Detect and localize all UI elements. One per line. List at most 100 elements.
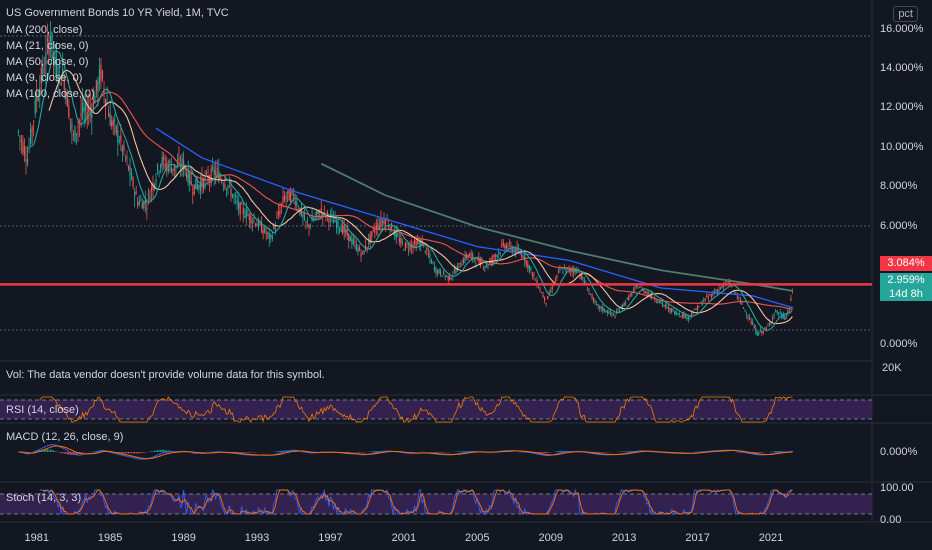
candle-body	[629, 294, 631, 296]
ma-legend-100[interactable]: MA (100, close, 0)	[6, 88, 95, 100]
candle-body	[253, 219, 255, 221]
stoch-label[interactable]: Stoch (14, 3, 3)	[6, 492, 82, 504]
candle-body	[357, 247, 359, 252]
candle-body	[501, 244, 503, 247]
candle-body	[166, 162, 168, 166]
candle-body	[721, 285, 723, 288]
candle-body	[542, 294, 544, 297]
candle-body	[600, 307, 602, 309]
candle-body	[539, 288, 541, 291]
candle-body	[358, 247, 361, 251]
candle-body	[790, 297, 792, 301]
candle-body	[375, 225, 377, 230]
candle-body	[25, 159, 27, 162]
candle-body	[363, 250, 365, 255]
candle-body	[398, 238, 400, 243]
candle-body	[622, 304, 624, 308]
candle-body	[484, 266, 486, 268]
candle-body	[560, 268, 563, 270]
candle-body	[508, 242, 511, 244]
candle-body	[231, 194, 234, 198]
ma-legend-50[interactable]: MA (50, close, 0)	[6, 56, 89, 68]
candle-body	[313, 219, 315, 221]
ma-legend-9[interactable]: MA (9, close, 0)	[6, 72, 83, 84]
candle-body	[178, 158, 180, 161]
candle-body	[111, 120, 113, 127]
candle-body	[747, 317, 749, 319]
candle-body	[759, 329, 761, 331]
candle-body	[98, 69, 101, 84]
candle-body	[626, 297, 628, 299]
candle-body	[276, 217, 278, 219]
candle-body	[57, 78, 59, 82]
candle-body	[238, 202, 240, 209]
candle-body	[94, 96, 96, 104]
candle-body	[234, 195, 237, 198]
candle-body	[277, 211, 280, 216]
candle-body	[507, 247, 509, 249]
percent-scale-button[interactable]: pct	[893, 6, 918, 22]
candle-body	[254, 223, 257, 226]
x-tick-label: 2009	[538, 532, 563, 544]
candle-body	[455, 270, 457, 274]
candle-body	[427, 253, 429, 255]
candle-body	[597, 304, 599, 307]
last-price-tag: 2.959%	[880, 273, 932, 287]
candle-body	[352, 239, 354, 245]
candle-body	[461, 264, 463, 266]
candle-body	[522, 257, 524, 259]
candle-body	[499, 252, 501, 254]
candle-body	[354, 241, 356, 243]
candle-body	[349, 236, 351, 242]
ma-legend-200[interactable]: MA (200, close)	[6, 24, 83, 36]
candle-body	[675, 311, 677, 315]
candle-body	[404, 242, 407, 250]
candle-body	[348, 233, 350, 242]
candle-body	[294, 201, 296, 205]
candle-body	[438, 269, 440, 274]
candle-body	[670, 308, 673, 313]
candle-body	[594, 300, 596, 302]
y-tick-label: 0.000%	[880, 338, 918, 351]
candle-body	[60, 82, 62, 86]
candle-body	[589, 293, 592, 295]
candle-body	[502, 242, 504, 246]
candle-body	[697, 305, 699, 311]
candle-body	[39, 87, 41, 97]
candle-body	[753, 325, 755, 329]
candle-body	[516, 247, 518, 252]
x-tick-label: 2017	[685, 532, 710, 544]
candle-body	[475, 263, 477, 264]
candle-body	[704, 298, 706, 301]
candle-body	[279, 210, 281, 215]
candle-body	[261, 223, 263, 233]
candle-body	[339, 227, 341, 230]
y-tick-label: 10.000%	[880, 140, 924, 153]
candle-body	[496, 254, 498, 258]
x-tick-label: 1993	[244, 532, 270, 544]
macd-label[interactable]: MACD (12, 26, close, 9)	[6, 431, 124, 443]
candle-body	[328, 218, 330, 223]
ma-legend-21[interactable]: MA (21, close, 0)	[6, 40, 89, 52]
candle-body	[562, 272, 564, 274]
candle-body	[290, 192, 292, 203]
candle-body	[638, 287, 641, 289]
candle-body	[371, 231, 373, 237]
candle-body	[407, 248, 410, 250]
candle-body	[268, 232, 270, 240]
candle-body	[417, 240, 419, 244]
candle-body	[637, 287, 639, 289]
candle-body	[401, 241, 403, 243]
candle-body	[33, 121, 35, 123]
candle-body	[709, 294, 711, 296]
candle-body	[654, 298, 656, 300]
candle-body	[224, 184, 226, 188]
rsi-label[interactable]: RSI (14, close)	[6, 404, 79, 416]
candle-body	[667, 307, 670, 310]
candle-body	[192, 192, 194, 195]
candle-body	[400, 237, 402, 244]
candle-body	[244, 215, 246, 218]
candle-body	[361, 251, 364, 253]
candle-body	[779, 312, 781, 314]
